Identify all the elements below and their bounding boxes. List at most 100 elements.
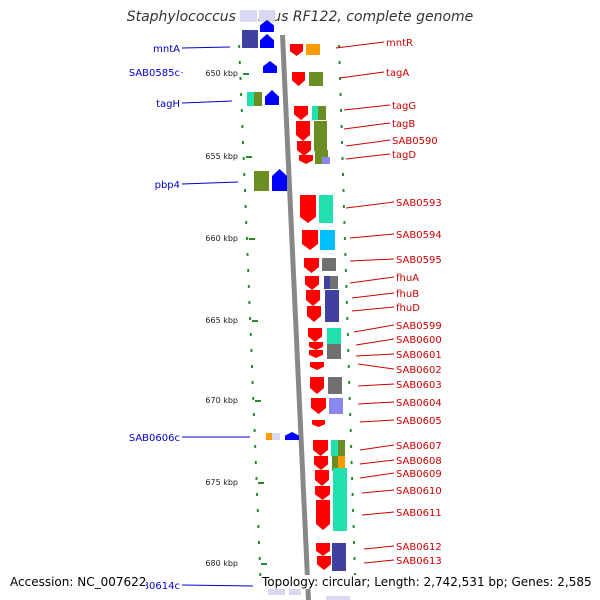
right-gene-label[interactable]: SAB0604 — [396, 398, 442, 409]
gene-box[interactable] — [327, 344, 341, 359]
plus-strand-arrow[interactable] — [316, 543, 330, 556]
left-gene-label[interactable]: pbp4 — [155, 180, 180, 191]
gene-box[interactable] — [309, 72, 323, 86]
left-gene-label[interactable]: SAB0585c — [129, 68, 180, 79]
right-gene-label[interactable]: SAB0600 — [396, 335, 442, 346]
right-gene-label[interactable]: SAB0595 — [396, 255, 442, 266]
gene-box[interactable] — [312, 106, 320, 120]
gene-box[interactable] — [338, 440, 345, 456]
plus-strand-arrow[interactable] — [300, 195, 316, 223]
right-gene-label[interactable]: SAB0607 — [396, 441, 442, 452]
gene-box[interactable] — [327, 328, 341, 344]
right-gene-label[interactable]: tagB — [392, 119, 415, 130]
right-gene-label[interactable]: SAB0605 — [396, 416, 442, 427]
plus-strand-arrow[interactable] — [311, 398, 326, 414]
gene-box[interactable] — [322, 157, 330, 164]
plus-strand-arrow[interactable] — [315, 486, 330, 500]
right-gene-label[interactable]: SAB0613 — [396, 556, 442, 567]
plus-strand-arrow[interactable] — [314, 456, 328, 470]
gene-box[interactable] — [268, 585, 285, 595]
gene-box[interactable] — [266, 433, 272, 440]
gene-box[interactable] — [329, 398, 343, 414]
left-gene-label[interactable]: SAB0606c — [129, 433, 180, 444]
minus-strand-arrow[interactable] — [263, 61, 277, 73]
plus-strand-arrow[interactable] — [290, 44, 303, 56]
minus-strand-arrow[interactable] — [260, 20, 274, 32]
gene-box[interactable] — [328, 377, 342, 394]
right-gene-label[interactable]: SAB0612 — [396, 542, 442, 553]
right-gene-label[interactable]: SAB0610 — [396, 486, 442, 497]
plus-strand-arrow[interactable] — [313, 440, 328, 456]
gene-features[interactable] — [240, 10, 350, 600]
plus-strand-arrow[interactable] — [296, 121, 310, 141]
gene-box[interactable] — [289, 585, 301, 595]
gene-box[interactable] — [320, 230, 335, 250]
gene-box[interactable] — [272, 433, 280, 440]
gene-box[interactable] — [242, 30, 258, 48]
gene-box[interactable] — [254, 92, 262, 106]
gene-box[interactable] — [330, 276, 338, 289]
gene-box[interactable] — [319, 195, 333, 223]
right-gene-label[interactable]: SAB0602 — [396, 365, 442, 376]
gene-box[interactable] — [254, 171, 269, 191]
plus-strand-arrow[interactable] — [308, 328, 322, 342]
plus-strand-arrow[interactable] — [310, 362, 324, 370]
gene-box[interactable] — [331, 440, 339, 456]
gene-box[interactable] — [240, 10, 257, 22]
left-gene-label[interactable]: SAB0614c — [129, 581, 180, 592]
gene-box[interactable] — [259, 10, 275, 22]
gene-box[interactable] — [333, 468, 347, 486]
minus-strand-arrow[interactable] — [260, 34, 274, 48]
right-gene-label[interactable]: fhuB — [396, 289, 419, 300]
plus-strand-arrow[interactable] — [312, 420, 325, 427]
plus-strand-arrow[interactable] — [309, 350, 323, 358]
plus-strand-arrow[interactable] — [305, 276, 319, 290]
plus-strand-arrow[interactable] — [292, 72, 305, 86]
gene-box[interactable] — [318, 106, 326, 120]
right-gene-label[interactable]: SAB0590 — [392, 136, 438, 147]
plus-strand-arrow[interactable] — [317, 556, 331, 570]
plus-strand-arrow[interactable] — [294, 106, 308, 120]
right-gene-label[interactable]: SAB0601 — [396, 350, 442, 361]
right-gene-label[interactable]: SAB0611 — [396, 508, 442, 519]
plus-strand-arrow[interactable] — [302, 230, 318, 250]
right-gene-label[interactable]: SAB0603 — [396, 380, 442, 391]
gene-labels[interactable]: mntA SAB0585c tagH pbp4 SAB0606c SAB0614c mntR… — [129, 38, 442, 592]
right-gene-label[interactable]: fhuA — [396, 273, 419, 284]
right-gene-label[interactable]: SAB0594 — [396, 230, 442, 241]
right-gene-label[interactable]: SAB0608 — [396, 456, 442, 467]
minus-strand-arrow[interactable] — [285, 432, 299, 440]
plus-strand-arrow[interactable] — [304, 258, 319, 273]
right-gene-label[interactable]: SAB0609 — [396, 469, 442, 480]
gene-box[interactable] — [332, 456, 340, 471]
plus-strand-arrow[interactable] — [297, 141, 311, 156]
left-gene-label[interactable]: tagH — [156, 99, 180, 110]
gene-box[interactable] — [325, 290, 339, 322]
left-gene-label[interactable]: mntA — [153, 44, 180, 55]
right-gene-label[interactable]: SAB0593 — [396, 198, 442, 209]
right-gene-label[interactable]: tagG — [392, 101, 416, 112]
plus-strand-arrow[interactable] — [316, 500, 330, 530]
minus-strand-arrow[interactable] — [265, 90, 279, 105]
gene-box[interactable] — [333, 486, 347, 531]
plus-strand-arrow[interactable] — [306, 290, 320, 306]
right-gene-label[interactable]: fhuD — [396, 303, 420, 314]
plus-strand-arrow[interactable] — [309, 342, 323, 350]
right-gene-label[interactable]: mntR — [386, 38, 413, 49]
plus-strand-arrow[interactable] — [299, 155, 313, 164]
right-gene-label[interactable]: tagA — [386, 68, 409, 79]
gene-box[interactable] — [326, 596, 350, 600]
gene-box[interactable] — [314, 121, 327, 151]
gene-box[interactable] — [322, 258, 336, 271]
gene-box[interactable] — [338, 456, 345, 468]
gene-box[interactable] — [306, 44, 320, 55]
gene-box[interactable] — [332, 543, 346, 571]
minus-strand-arrow[interactable] — [272, 169, 287, 191]
plus-strand-arrow[interactable] — [307, 306, 321, 322]
right-gene-label[interactable]: SAB0599 — [396, 321, 442, 332]
right-gene-label[interactable]: tagD — [392, 150, 416, 161]
gene-box[interactable] — [324, 276, 332, 289]
plus-strand-arrow[interactable] — [315, 470, 329, 486]
gene-box[interactable] — [247, 92, 256, 106]
